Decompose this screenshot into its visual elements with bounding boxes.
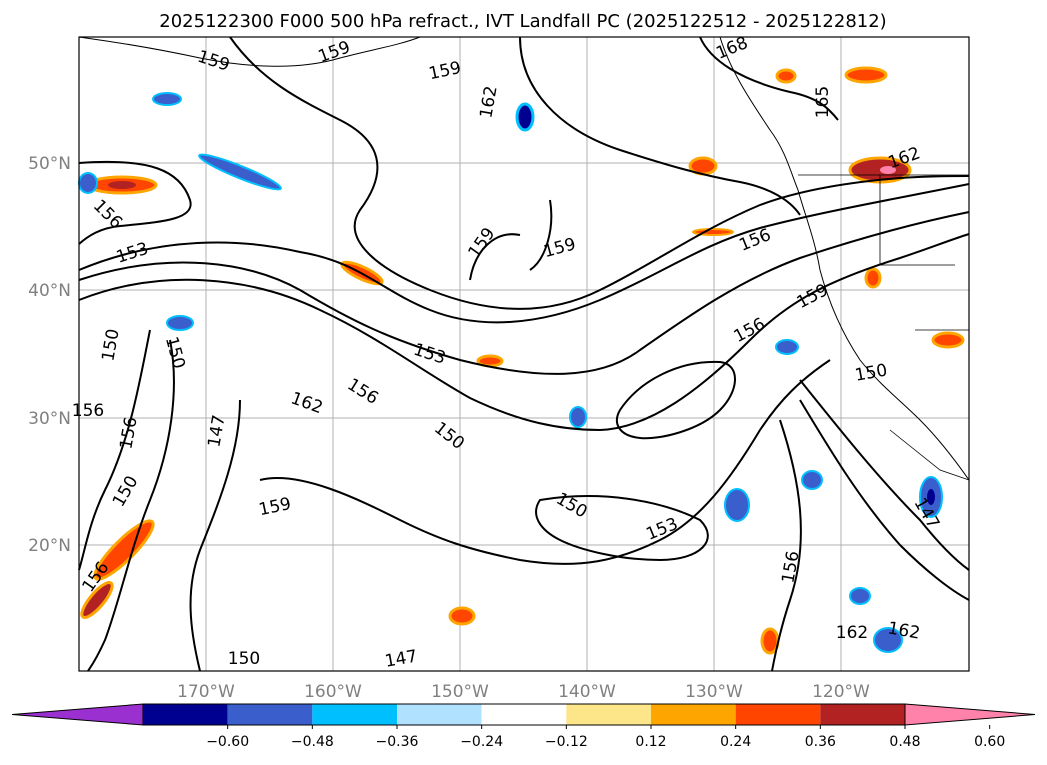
lon-label-150w: 150°W	[431, 682, 489, 702]
colorbar-tick-label: 0.60	[974, 734, 1005, 750]
coastline-north-america	[719, 36, 970, 481]
colorbar-segment	[143, 704, 228, 725]
colorbar-segment	[312, 704, 397, 725]
lon-label-130w: 130°W	[685, 682, 743, 702]
colorbar-segment	[397, 704, 482, 725]
ivt-shading	[78, 66, 965, 655]
ivt-positive-patch	[80, 581, 114, 619]
contour-line	[799, 379, 970, 571]
coastlines	[78, 36, 970, 481]
ivt-negative-patch	[775, 339, 799, 355]
contour-line	[87, 339, 175, 672]
longitude-labels: 170°W 160°W 150°W 140°W 130°W 120°W	[177, 682, 870, 702]
colorbar-tick-label: 0.36	[805, 734, 836, 750]
map-title: 2025122300 F000 500 hPa refract., IVT La…	[159, 11, 886, 32]
colorbar-tick-label: −0.60	[206, 734, 249, 750]
contour-label: 156	[72, 401, 104, 421]
lat-label-30n: 30°N	[28, 409, 71, 429]
colorbar: −0.60 −0.48 −0.36 −0.24 −0.12 0.12 0.24 0.36 0.4…	[11, 703, 1036, 750]
lon-label-120w: 120°W	[812, 682, 870, 702]
ivt-negative-patch	[198, 153, 282, 191]
ivt-negative-patch	[515, 102, 535, 132]
coastline-alaska	[78, 36, 421, 67]
ivt-positive-patch	[864, 267, 882, 289]
contour-label: 165	[813, 86, 833, 118]
lon-label-140w: 140°W	[558, 682, 616, 702]
lat-label-40n: 40°N	[28, 281, 71, 301]
colorbar-tick-label: 0.24	[720, 734, 751, 750]
graticule	[79, 37, 969, 671]
map-frame	[78, 36, 970, 672]
lat-label-20n: 20°N	[28, 536, 71, 556]
ivt-negative-patch	[152, 92, 182, 106]
map-background	[79, 37, 969, 671]
colorbar-segment	[651, 704, 736, 725]
ivt-positive-core	[108, 181, 136, 189]
colorbar-frame	[142, 703, 906, 726]
colorbar-segment	[735, 704, 821, 725]
colorbar-segment	[566, 704, 651, 725]
contour-line	[78, 233, 970, 432]
colorbar-tick-label: −0.48	[291, 734, 334, 750]
colorbar-tick-label: −0.36	[376, 734, 419, 750]
lon-label-170w: 170°W	[177, 682, 235, 702]
ivt-positive-patch	[931, 331, 965, 349]
map-panel: 159 159 159 162 168 165 162 156 153 159 …	[72, 33, 970, 672]
colorbar-segment	[227, 704, 313, 725]
contour-line	[519, 36, 801, 216]
contour-line	[189, 399, 241, 672]
ivt-negative-patch	[78, 172, 98, 194]
colorbar-segment	[481, 704, 567, 725]
ivt-positive-patch	[448, 606, 476, 626]
colorbar-tick-label: −0.12	[545, 734, 588, 750]
lon-label-160w: 160°W	[304, 682, 362, 702]
contour-label: 162	[836, 623, 868, 643]
contour-line	[615, 360, 736, 440]
colorbar-extend-high	[904, 703, 1036, 726]
ivt-positive-patch	[775, 68, 797, 84]
contour-line	[529, 199, 553, 271]
ivt-negative-patch	[569, 406, 587, 428]
contour-line	[78, 211, 970, 375]
ivt-negative-core	[927, 489, 935, 505]
lat-label-50n: 50°N	[28, 154, 71, 174]
ivt-negative-patch	[873, 627, 903, 653]
contour-label: 150	[228, 649, 260, 669]
colorbar-extend-low	[11, 703, 144, 726]
ivt-positive-patch	[844, 66, 888, 84]
contour-line	[771, 419, 802, 672]
refractivity-contours	[78, 36, 970, 672]
contour-line	[78, 160, 192, 245]
border-states	[879, 175, 955, 266]
colorbar-tick-label: 0.12	[635, 734, 666, 750]
contour-line	[229, 36, 970, 310]
ivt-max-patch	[880, 166, 896, 174]
contour-line	[799, 399, 970, 601]
contour-line	[535, 495, 709, 562]
latitude-labels: 50°N 40°N 30°N 20°N	[28, 154, 71, 556]
ivt-negative-patch	[801, 470, 823, 490]
colorbar-tick-label: 0.48	[889, 734, 920, 750]
colorbar-tick-label: −0.24	[460, 734, 503, 750]
contour-line	[78, 183, 970, 324]
ivt-negative-patch	[849, 587, 871, 605]
contour-line	[259, 359, 831, 565]
contour-line	[699, 36, 839, 121]
border-us-mexico	[889, 429, 970, 481]
ivt-negative-patch	[166, 315, 194, 331]
ivt-negative-patch	[724, 488, 750, 522]
contour-line	[78, 329, 151, 571]
contour-line	[469, 233, 521, 281]
colorbar-segment	[820, 704, 905, 725]
